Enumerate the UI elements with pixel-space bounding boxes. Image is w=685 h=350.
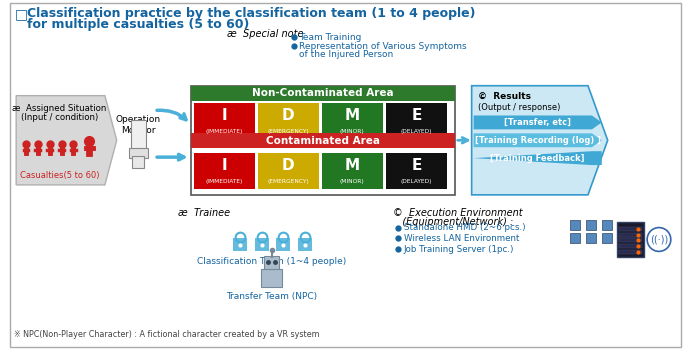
Text: Classification Team (1~4 people): Classification Team (1~4 people): [197, 257, 346, 266]
Text: ©  Results: © Results: [477, 92, 531, 101]
Text: M: M: [345, 107, 360, 122]
Text: Casualties(5 to 60): Casualties(5 to 60): [20, 171, 99, 180]
Text: Transfer Team (NPC): Transfer Team (NPC): [226, 292, 317, 301]
Text: (Output / response): (Output / response): [477, 103, 560, 112]
Bar: [386, 103, 447, 138]
Text: [Transfer, etc]: [Transfer, etc]: [504, 118, 571, 127]
Text: I: I: [221, 158, 227, 173]
Bar: [190, 133, 455, 148]
Bar: [298, 238, 312, 251]
Text: Team Training: Team Training: [299, 33, 362, 42]
Text: æ  Assigned Situation: æ Assigned Situation: [12, 104, 107, 113]
Text: of the Injured Person: of the Injured Person: [299, 50, 393, 60]
Text: D: D: [282, 158, 295, 173]
Circle shape: [647, 228, 671, 251]
Polygon shape: [473, 151, 602, 165]
Bar: [190, 86, 455, 195]
Bar: [132, 156, 145, 168]
Bar: [386, 153, 447, 189]
Text: for multiple casualties (5 to 60): for multiple casualties (5 to 60): [27, 18, 249, 31]
Bar: [258, 153, 319, 189]
Bar: [322, 103, 383, 138]
Text: I: I: [221, 107, 227, 122]
Bar: [619, 250, 643, 254]
Text: Representation of Various Symptoms: Representation of Various Symptoms: [299, 42, 466, 50]
Text: Classification practice by the classification team (1 to 4 people): Classification practice by the classific…: [27, 7, 475, 20]
Text: Contaminated Area: Contaminated Area: [266, 136, 379, 146]
Text: (MINOR): (MINOR): [340, 129, 364, 134]
Bar: [129, 148, 148, 158]
Text: æ  Special note: æ Special note: [227, 29, 303, 39]
Text: (DELAYED): (DELAYED): [401, 129, 432, 134]
Polygon shape: [472, 86, 608, 195]
Text: [Training Feedback]: [Training Feedback]: [490, 154, 585, 163]
Text: æ  Trainee: æ Trainee: [178, 208, 230, 218]
Text: Job Training Server (1pc.): Job Training Server (1pc.): [403, 245, 514, 254]
Text: (EMERGENCY): (EMERGENCY): [267, 129, 309, 134]
Text: Standalone HMD (2~6 pcs.): Standalone HMD (2~6 pcs.): [403, 223, 525, 232]
Bar: [233, 238, 247, 251]
Bar: [194, 153, 255, 189]
Text: Operation
Monitor: Operation Monitor: [116, 116, 161, 135]
Bar: [194, 103, 255, 138]
Bar: [619, 226, 643, 231]
Bar: [255, 238, 269, 251]
Text: (Equipment/Network) :: (Equipment/Network) :: [393, 217, 513, 227]
Bar: [264, 256, 279, 269]
Text: E: E: [411, 158, 422, 173]
Text: (DELAYED): (DELAYED): [401, 179, 432, 184]
Text: (IMMEDIATE): (IMMEDIATE): [206, 129, 243, 134]
Bar: [131, 120, 147, 150]
Bar: [258, 103, 319, 138]
Text: (EMERGENCY): (EMERGENCY): [267, 179, 309, 184]
Text: D: D: [282, 107, 295, 122]
Text: □: □: [15, 7, 28, 21]
Bar: [619, 238, 643, 243]
Text: ((·)): ((·)): [650, 234, 668, 245]
Text: (MINOR): (MINOR): [340, 179, 364, 184]
Bar: [322, 153, 383, 189]
Text: M: M: [345, 158, 360, 173]
Polygon shape: [473, 116, 602, 130]
Text: [Training Recording (log) ]: [Training Recording (log) ]: [475, 136, 601, 145]
Text: ※ NPC(Non-Player Character) : A fictional character created by a VR system: ※ NPC(Non-Player Character) : A fictiona…: [14, 330, 320, 339]
Bar: [190, 86, 455, 100]
Bar: [619, 244, 643, 248]
Text: ©  Execution Environment: © Execution Environment: [393, 208, 523, 218]
Polygon shape: [473, 133, 602, 147]
Bar: [616, 222, 644, 257]
Text: E: E: [411, 107, 422, 122]
Bar: [261, 269, 282, 287]
Text: (IMMEDIATE): (IMMEDIATE): [206, 179, 243, 184]
Bar: [619, 232, 643, 237]
Bar: [277, 238, 290, 251]
Text: Non-Contaminated Area: Non-Contaminated Area: [252, 88, 394, 98]
Text: (Input / condition): (Input / condition): [21, 113, 98, 122]
Text: Wireless LAN Environment: Wireless LAN Environment: [403, 234, 519, 243]
Polygon shape: [16, 96, 116, 185]
